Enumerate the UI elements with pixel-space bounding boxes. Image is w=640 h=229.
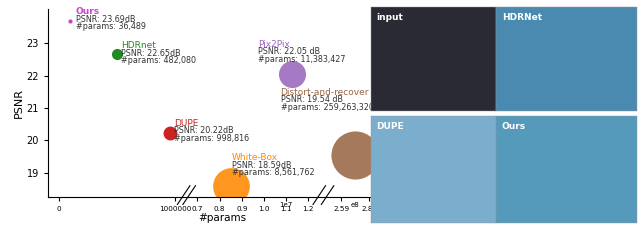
Point: [350, 153, 360, 157]
Text: HDRNet: HDRNet: [502, 13, 541, 22]
Text: Distort-and-recover: Distort-and-recover: [280, 87, 369, 97]
Text: DUPE: DUPE: [174, 119, 198, 128]
Text: Pix2Pix: Pix2Pix: [259, 40, 291, 49]
Text: PSNR: 22.05 dB: PSNR: 22.05 dB: [259, 47, 321, 57]
Text: #params: 998,816: #params: 998,816: [174, 134, 249, 143]
Text: PSNR: 19.54 dB: PSNR: 19.54 dB: [280, 95, 342, 104]
Text: e8: e8: [351, 202, 360, 208]
Text: #params: 482,080: #params: 482,080: [122, 56, 196, 65]
Text: #params: 259,263,320: #params: 259,263,320: [280, 103, 373, 112]
X-axis label: #params: #params: [198, 213, 246, 223]
Text: #params: 8,561,762: #params: 8,561,762: [232, 168, 315, 177]
Text: #params: 11,383,427: #params: 11,383,427: [259, 55, 346, 64]
Point: [287, 72, 297, 76]
Y-axis label: PSNR: PSNR: [13, 88, 24, 118]
Text: White-Box: White-Box: [232, 153, 278, 162]
Text: #params: 36,489: #params: 36,489: [76, 22, 146, 31]
Text: PSNR: 23.69dB: PSNR: 23.69dB: [76, 15, 135, 24]
Text: Ours: Ours: [76, 7, 100, 16]
Text: DUPE: DUPE: [376, 122, 404, 131]
Text: HDRnet: HDRnet: [122, 41, 156, 50]
Text: PSNR: 18.59dB: PSNR: 18.59dB: [232, 161, 292, 170]
Text: PSNR: 22.65dB: PSNR: 22.65dB: [122, 49, 181, 58]
Point: [225, 184, 236, 188]
Text: Ours: Ours: [502, 122, 525, 131]
Text: input: input: [376, 13, 403, 22]
Text: PSNR: 20.22dB: PSNR: 20.22dB: [174, 126, 234, 136]
Text: 1e7: 1e7: [280, 202, 292, 208]
